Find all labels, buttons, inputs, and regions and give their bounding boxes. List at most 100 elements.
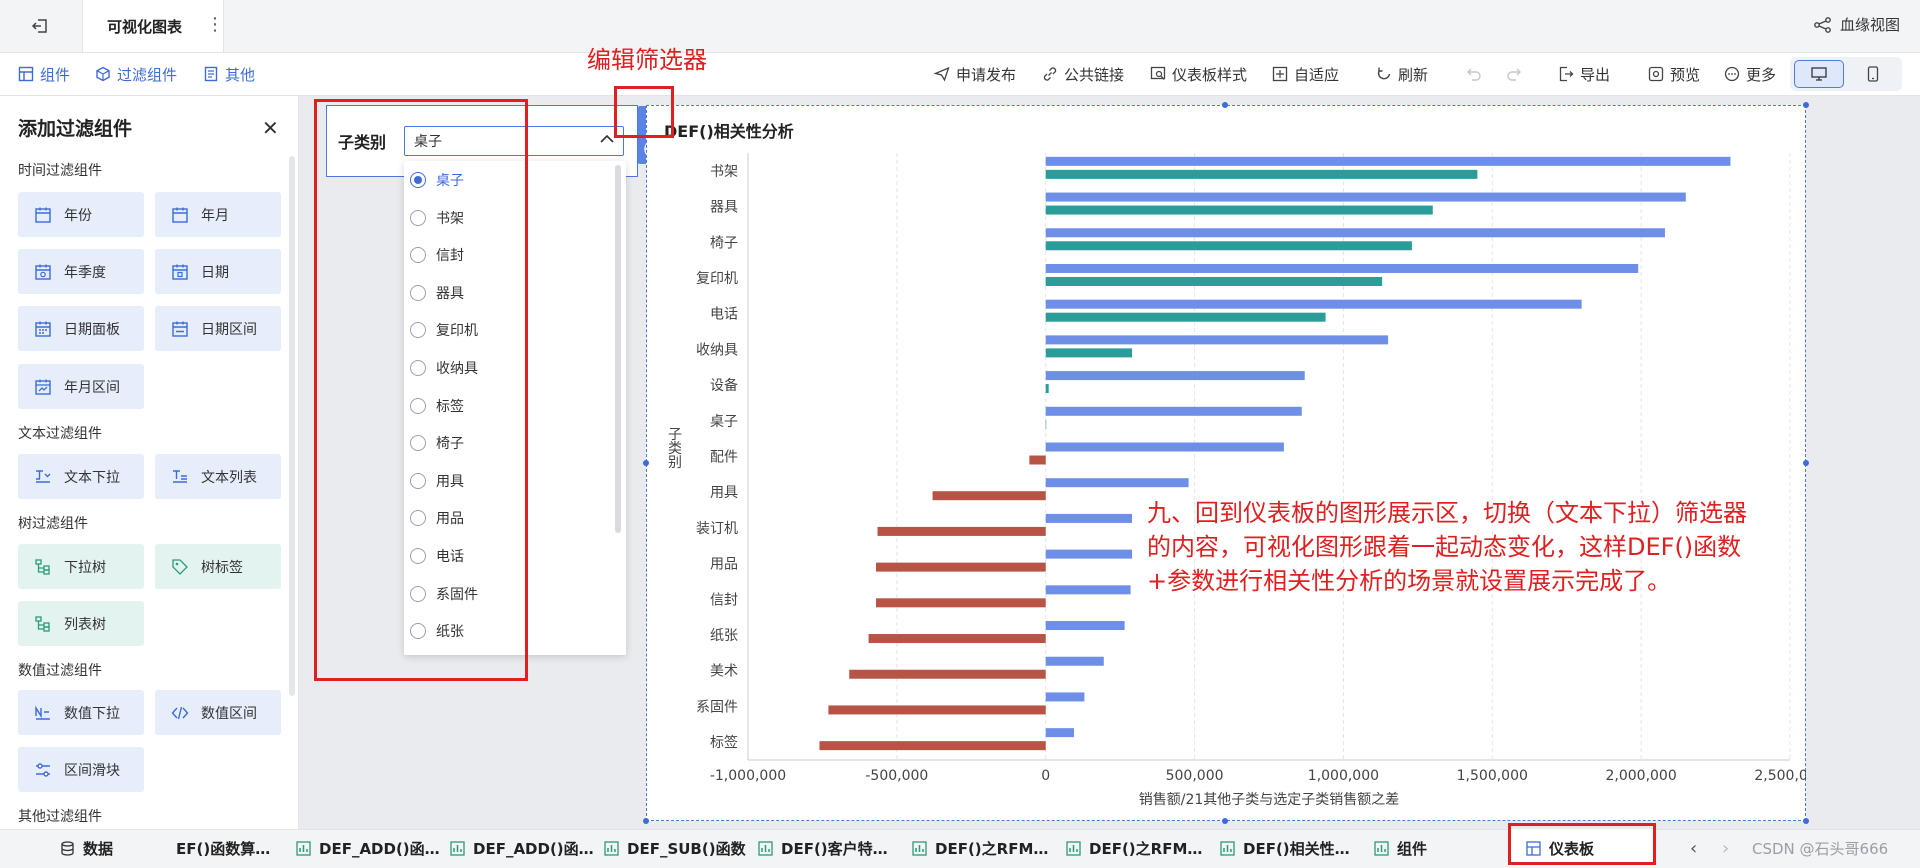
- tab-sheet-7[interactable]: DEF()之RFM…: [1066, 829, 1202, 867]
- panel-scrollbar[interactable]: [289, 156, 295, 696]
- filter-option[interactable]: 用品: [410, 503, 464, 533]
- tab-more-icon[interactable]: ⋮: [206, 14, 224, 35]
- resize-handle[interactable]: [1803, 818, 1809, 824]
- resize-handle[interactable]: [1803, 460, 1809, 466]
- filter-item-year-quarter[interactable]: 年季度: [18, 249, 144, 294]
- adaptive-label: 自适应: [1294, 65, 1340, 84]
- bar-series-1: [1045, 192, 1686, 202]
- chevron-right-icon[interactable]: ›: [1722, 838, 1730, 859]
- tab-sheet-1[interactable]: EF()函数算…: [176, 829, 270, 867]
- filter-item-label: 区间滑块: [64, 762, 120, 779]
- filter-item-date[interactable]: 日期: [155, 249, 281, 294]
- undo-button[interactable]: [1466, 53, 1482, 95]
- filter-item-tree-tag[interactable]: 树标签: [155, 544, 281, 589]
- filter-option-label: 纸张: [436, 624, 464, 641]
- tab-sheet-4[interactable]: DEF_SUB()函数: [604, 829, 746, 867]
- filter-item-label: 列表树: [64, 616, 106, 633]
- component-menu-button[interactable]: 组件: [18, 53, 70, 95]
- y-tick-label: 椅子: [710, 235, 738, 251]
- exit-icon: [31, 19, 47, 33]
- filter-item-year-month-range[interactable]: 年月区间: [18, 364, 144, 409]
- filter-option[interactable]: 书架: [410, 203, 464, 233]
- filter-item-range-slider[interactable]: 区间滑块: [18, 747, 144, 792]
- tab-sheet-8[interactable]: DEF()相关性…: [1220, 829, 1350, 867]
- filter-component-menu-button[interactable]: 过滤组件: [95, 53, 177, 95]
- close-icon[interactable]: ✕: [262, 116, 279, 140]
- radio-icon: [410, 172, 426, 188]
- filter-option[interactable]: 电话: [410, 541, 464, 571]
- bar-series-1: [1045, 335, 1389, 345]
- adaptive-button[interactable]: 自适应: [1272, 53, 1339, 95]
- filter-option[interactable]: 标签: [410, 391, 464, 421]
- tab-sheet-6[interactable]: DEF()之RFM…: [912, 829, 1048, 867]
- filter-item-number-dropdown[interactable]: 数值下拉: [18, 690, 144, 735]
- radio-icon: [410, 585, 426, 602]
- public-link-label: 公共链接: [1064, 65, 1125, 84]
- filter-option[interactable]: 纸张: [410, 616, 464, 646]
- tab-component[interactable]: 组件: [1374, 829, 1427, 867]
- text-list-icon: [173, 469, 187, 483]
- filter-item-text-dropdown[interactable]: 文本下拉: [18, 454, 144, 499]
- tab-sheet-3[interactable]: DEF_ADD()函…: [450, 829, 594, 867]
- filter-option[interactable]: 椅子: [410, 428, 464, 458]
- publish-button[interactable]: 申请发布: [934, 53, 1016, 95]
- y-tick-label: 器具: [710, 200, 738, 216]
- tab-data[interactable]: 数据: [60, 829, 113, 867]
- filter-item-date-range[interactable]: 日期区间: [155, 306, 281, 351]
- filter-item-number-range[interactable]: 数值区间: [155, 690, 281, 735]
- bar-series-1: [1045, 371, 1305, 381]
- filter-option[interactable]: 器具: [410, 278, 464, 308]
- filter-item-date-panel[interactable]: 日期面板: [18, 306, 144, 351]
- filter-item-year[interactable]: 年份: [18, 192, 144, 237]
- filter-option[interactable]: 复印机: [410, 315, 478, 345]
- filter-item-year-month[interactable]: 年月: [155, 192, 281, 237]
- tab-sheet-5[interactable]: DEF()客户特…: [758, 829, 888, 867]
- dashboard-style-button[interactable]: 仪表板样式: [1150, 53, 1247, 95]
- filter-item-text-list[interactable]: 文本列表: [155, 454, 281, 499]
- chevron-up-icon[interactable]: [600, 130, 614, 148]
- filter-option[interactable]: 系固件: [410, 579, 478, 609]
- y-tick-label: 桌子: [710, 414, 738, 430]
- filter-item-dropdown-tree[interactable]: 下拉树: [18, 544, 144, 589]
- calendar-icon: [35, 207, 51, 223]
- filter-select[interactable]: [404, 126, 624, 156]
- bar-series-2: [1045, 384, 1049, 394]
- redo-button[interactable]: [1506, 53, 1522, 95]
- bar-series-1: [1045, 656, 1104, 666]
- filter-option-label: 书架: [436, 210, 464, 227]
- resize-handle[interactable]: [1803, 102, 1809, 108]
- tab-sheet-2[interactable]: DEF_ADD()函…: [296, 829, 440, 867]
- bar-series-2: [828, 705, 1046, 715]
- tab-dashboard[interactable]: 仪表板: [1526, 829, 1594, 867]
- resize-handle[interactable]: [1222, 102, 1228, 108]
- watermark: CSDN @石头哥666: [1752, 840, 1889, 858]
- filter-option[interactable]: 桌子: [410, 165, 464, 195]
- mobile-view-button[interactable]: [1848, 60, 1898, 88]
- chevron-left-icon[interactable]: ‹: [1690, 838, 1698, 859]
- preview-button[interactable]: 预览: [1648, 53, 1700, 95]
- calendar-icon: [35, 321, 51, 337]
- dropdown-scrollbar[interactable]: [615, 165, 621, 533]
- resize-handle[interactable]: [643, 460, 649, 466]
- radio-icon: [410, 322, 426, 339]
- desktop-view-button[interactable]: [1794, 60, 1844, 88]
- filter-item-list-tree[interactable]: 列表树: [18, 601, 144, 646]
- resize-handle[interactable]: [643, 818, 649, 824]
- bar-series-2: [932, 491, 1046, 501]
- filter-item-label: 日期区间: [201, 321, 257, 338]
- filter-option[interactable]: 收纳具: [410, 353, 478, 383]
- filter-option[interactable]: 信封: [410, 240, 464, 270]
- other-menu-button[interactable]: 其他: [203, 53, 255, 95]
- refresh-button[interactable]: 刷新: [1376, 53, 1428, 95]
- filter-item-label: 数值区间: [201, 705, 257, 722]
- resize-handle[interactable]: [1222, 818, 1228, 824]
- back-button[interactable]: [20, 10, 60, 42]
- bar-series-2: [819, 741, 1046, 751]
- filter-option[interactable]: 用具: [410, 466, 464, 496]
- x-tick-label: 1,000,000: [1308, 768, 1379, 784]
- more-button[interactable]: 更多: [1724, 53, 1776, 95]
- public-link-button[interactable]: 公共链接: [1042, 53, 1124, 95]
- tab-title[interactable]: 可视化图表: [82, 0, 224, 52]
- lineage-view-button[interactable]: 血缘视图: [1814, 14, 1900, 35]
- export-button[interactable]: 导出: [1558, 53, 1610, 95]
